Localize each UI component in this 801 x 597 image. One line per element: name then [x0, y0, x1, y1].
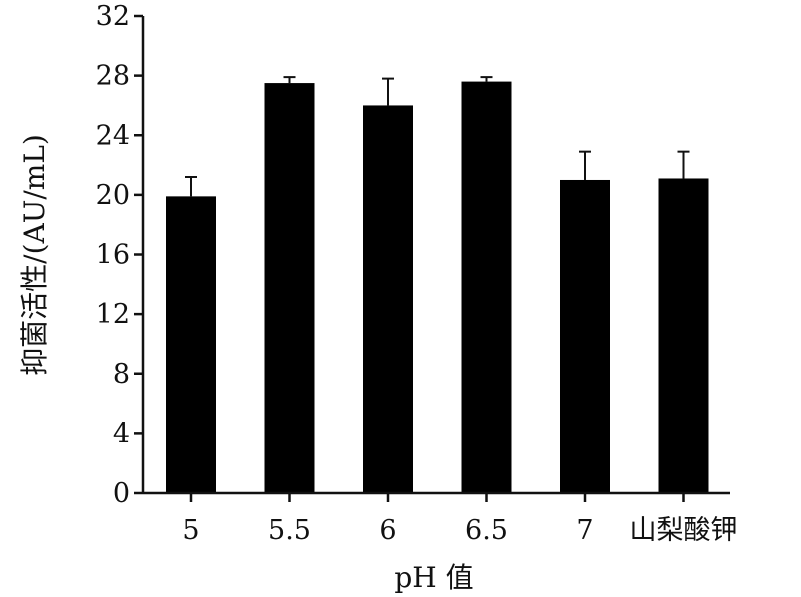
x-tick-label: 6: [379, 515, 396, 546]
y-axis-title: 抑菌活性/(AU/mL): [18, 134, 51, 376]
y-tick-label: 16: [96, 240, 130, 271]
bar: [264, 83, 315, 493]
y-axis-ticks: 0 4 8 12 16 20 24 28 32: [96, 1, 143, 509]
bars: [166, 81, 709, 494]
x-tick-label: 山梨酸钾: [630, 515, 738, 546]
x-tick-label: 7: [576, 515, 593, 546]
y-tick-label: 8: [113, 359, 130, 390]
x-axis-title: pH 值: [394, 561, 473, 594]
y-tick-label: 28: [96, 61, 130, 92]
y-tick-label: 4: [113, 418, 130, 449]
bar: [166, 196, 216, 493]
y-tick-label: 32: [96, 1, 130, 32]
x-tick-label: 5.5: [268, 515, 311, 546]
y-tick-label: 20: [96, 180, 130, 211]
x-tick-label: 6.5: [465, 515, 508, 546]
y-tick-label: 0: [113, 478, 130, 509]
y-tick-label: 12: [96, 299, 130, 330]
bar: [560, 179, 610, 493]
error-bars: [185, 76, 690, 197]
bar: [658, 178, 709, 493]
y-tick-label: 24: [96, 120, 130, 151]
bar: [461, 81, 512, 494]
x-tick-label: 5: [182, 515, 199, 546]
x-axis-ticks: 5 5.5 6 6.5 7 山梨酸钾: [182, 493, 738, 546]
bar: [363, 105, 413, 493]
